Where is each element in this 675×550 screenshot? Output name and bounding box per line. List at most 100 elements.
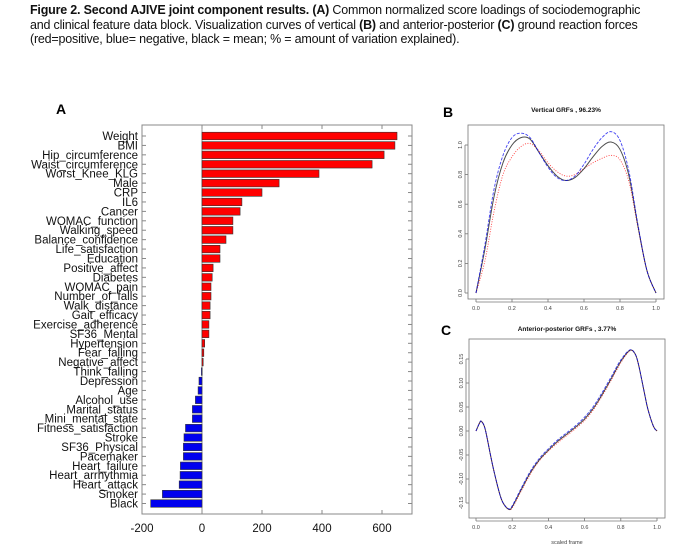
bar-crp: [201, 188, 263, 197]
bar-pacemaker: [183, 452, 203, 461]
category-label: WOMAC_pain: [65, 282, 139, 294]
x-tick-label: 0.0: [472, 306, 480, 312]
panel-c-label: C: [441, 322, 452, 338]
category-label: Cancer: [101, 206, 138, 218]
y-tick-label: 0.0: [458, 289, 464, 297]
category-label: Depression: [80, 376, 138, 388]
category-label: WOMAC_function: [46, 216, 138, 228]
bar-hip-circumference: [201, 150, 385, 159]
category-label: Number_of_falls: [54, 291, 138, 303]
y-tick-label: -0.10: [459, 473, 465, 486]
x-tick-label: 200: [252, 523, 271, 535]
bar-waist-circumference: [201, 160, 373, 169]
category-label: Hypertension: [70, 338, 138, 350]
category-label: Education: [87, 254, 138, 266]
x-tick-label: 400: [312, 523, 331, 535]
x-tick-label: -200: [130, 523, 153, 535]
category-label: CRP: [114, 188, 139, 200]
bar-hypertension: [201, 339, 205, 348]
y-tick-label: -0.05: [459, 449, 465, 462]
x-tick-label: 0.2: [508, 306, 516, 312]
panel-b-ref: (B): [359, 17, 376, 32]
x-tick-label: 0: [199, 523, 205, 535]
bar-bmi: [201, 141, 396, 150]
category-label: Worst_Knee_KLG: [46, 169, 139, 181]
x-tick-label: 1.0: [653, 525, 661, 531]
bar-smoker: [162, 490, 203, 499]
category-label: Smoker: [98, 489, 138, 501]
category-label: Black: [110, 499, 138, 511]
chart-title: Anterior-posterior GRFs , 3.77%: [518, 326, 617, 333]
x-tick-label: 0.6: [580, 306, 588, 312]
bar-worst-knee-klg: [201, 169, 320, 178]
y-tick-label: 0.15: [459, 354, 465, 365]
bar-fitness-satisfaction: [185, 424, 203, 433]
bar-depression: [198, 376, 203, 386]
y-tick-label: 0.00: [459, 426, 465, 437]
bar-gait-efficacy: [201, 310, 211, 320]
category-label: Gait_efficacy: [72, 310, 139, 322]
bar-exercise-adherence: [201, 320, 210, 329]
x-tick-label: 0.2: [508, 525, 516, 531]
category-label: Negative_affect: [58, 357, 139, 369]
bar-negative-affect: [201, 358, 204, 367]
category-label: Walk_distance: [64, 301, 138, 313]
bar-weight: [201, 131, 398, 141]
x-tick-label: 1.0: [652, 306, 660, 312]
bar-positive-affect: [201, 263, 214, 272]
category-label: BMI: [118, 140, 138, 152]
bar-heart-arrhythmia: [179, 471, 203, 480]
bar-heart-attack: [178, 480, 203, 489]
bar-walking-speed: [201, 226, 234, 235]
bar-stroke: [183, 433, 203, 442]
category-label: Pacemaker: [80, 451, 138, 463]
bar-womac-pain: [201, 282, 212, 291]
bar-womac-function: [201, 216, 234, 225]
bar-alcohol-use: [195, 395, 203, 404]
series-line-negative: [475, 349, 658, 510]
bar-age: [197, 386, 203, 395]
y-tick-label: 0.6: [458, 200, 464, 208]
y-tick-label: 0.10: [459, 378, 465, 389]
category-label: Positive_affect: [63, 263, 138, 275]
x-tick-label: 0.0: [472, 525, 480, 531]
series-line-positive: [475, 142, 657, 294]
x-tick-label: 0.4: [545, 525, 553, 531]
bar-think-falling: [201, 367, 203, 376]
x-tick-label: 0.6: [581, 525, 589, 531]
category-label: Heart_failure: [72, 461, 138, 473]
category-label: Fitness_satisfaction: [37, 423, 138, 435]
bar-sf36-mental: [201, 329, 210, 338]
bar-cancer: [201, 207, 241, 216]
panel-a-label: A: [56, 101, 67, 117]
bar-walk-distance: [201, 301, 211, 310]
category-label: Balance_confidence: [34, 235, 138, 247]
plot-frame: [467, 124, 665, 300]
bar-il6: [201, 197, 243, 207]
category-label: Male: [113, 178, 138, 190]
bar-life-satisfaction: [201, 245, 221, 254]
bar-fear-falling: [201, 348, 205, 357]
x-tick-label: 0.8: [617, 525, 625, 531]
category-label: Mini_mental_state: [45, 414, 138, 426]
figure-label: Figure 2. Second AJIVE joint component r…: [30, 3, 310, 17]
series-line-mean: [475, 349, 658, 511]
panel-b-label: B: [443, 104, 454, 120]
category-label: SF36_Mental: [70, 329, 138, 341]
panel-c-ref: (C): [497, 17, 515, 32]
x-tick-label: 0.4: [544, 306, 552, 312]
category-label: Life_satisfaction: [56, 244, 138, 256]
plot-frame: [141, 124, 413, 515]
bar-balance-confidence: [201, 235, 227, 244]
category-label: Fear_falling: [78, 348, 138, 360]
bar-heart-failure: [180, 461, 203, 470]
category-label: Think_falling: [73, 367, 138, 379]
chart-title: Vertical GRFs , 96.23%: [531, 107, 601, 114]
category-label: Heart_arrhythmia: [49, 470, 138, 482]
caption-text-3: ground reaction forces (red=positive, bl…: [30, 17, 638, 47]
bar-sf36-physical: [183, 442, 203, 452]
figure-caption: Figure 2. Second AJIVE joint component r…: [30, 3, 660, 47]
category-label: Age: [118, 385, 138, 397]
